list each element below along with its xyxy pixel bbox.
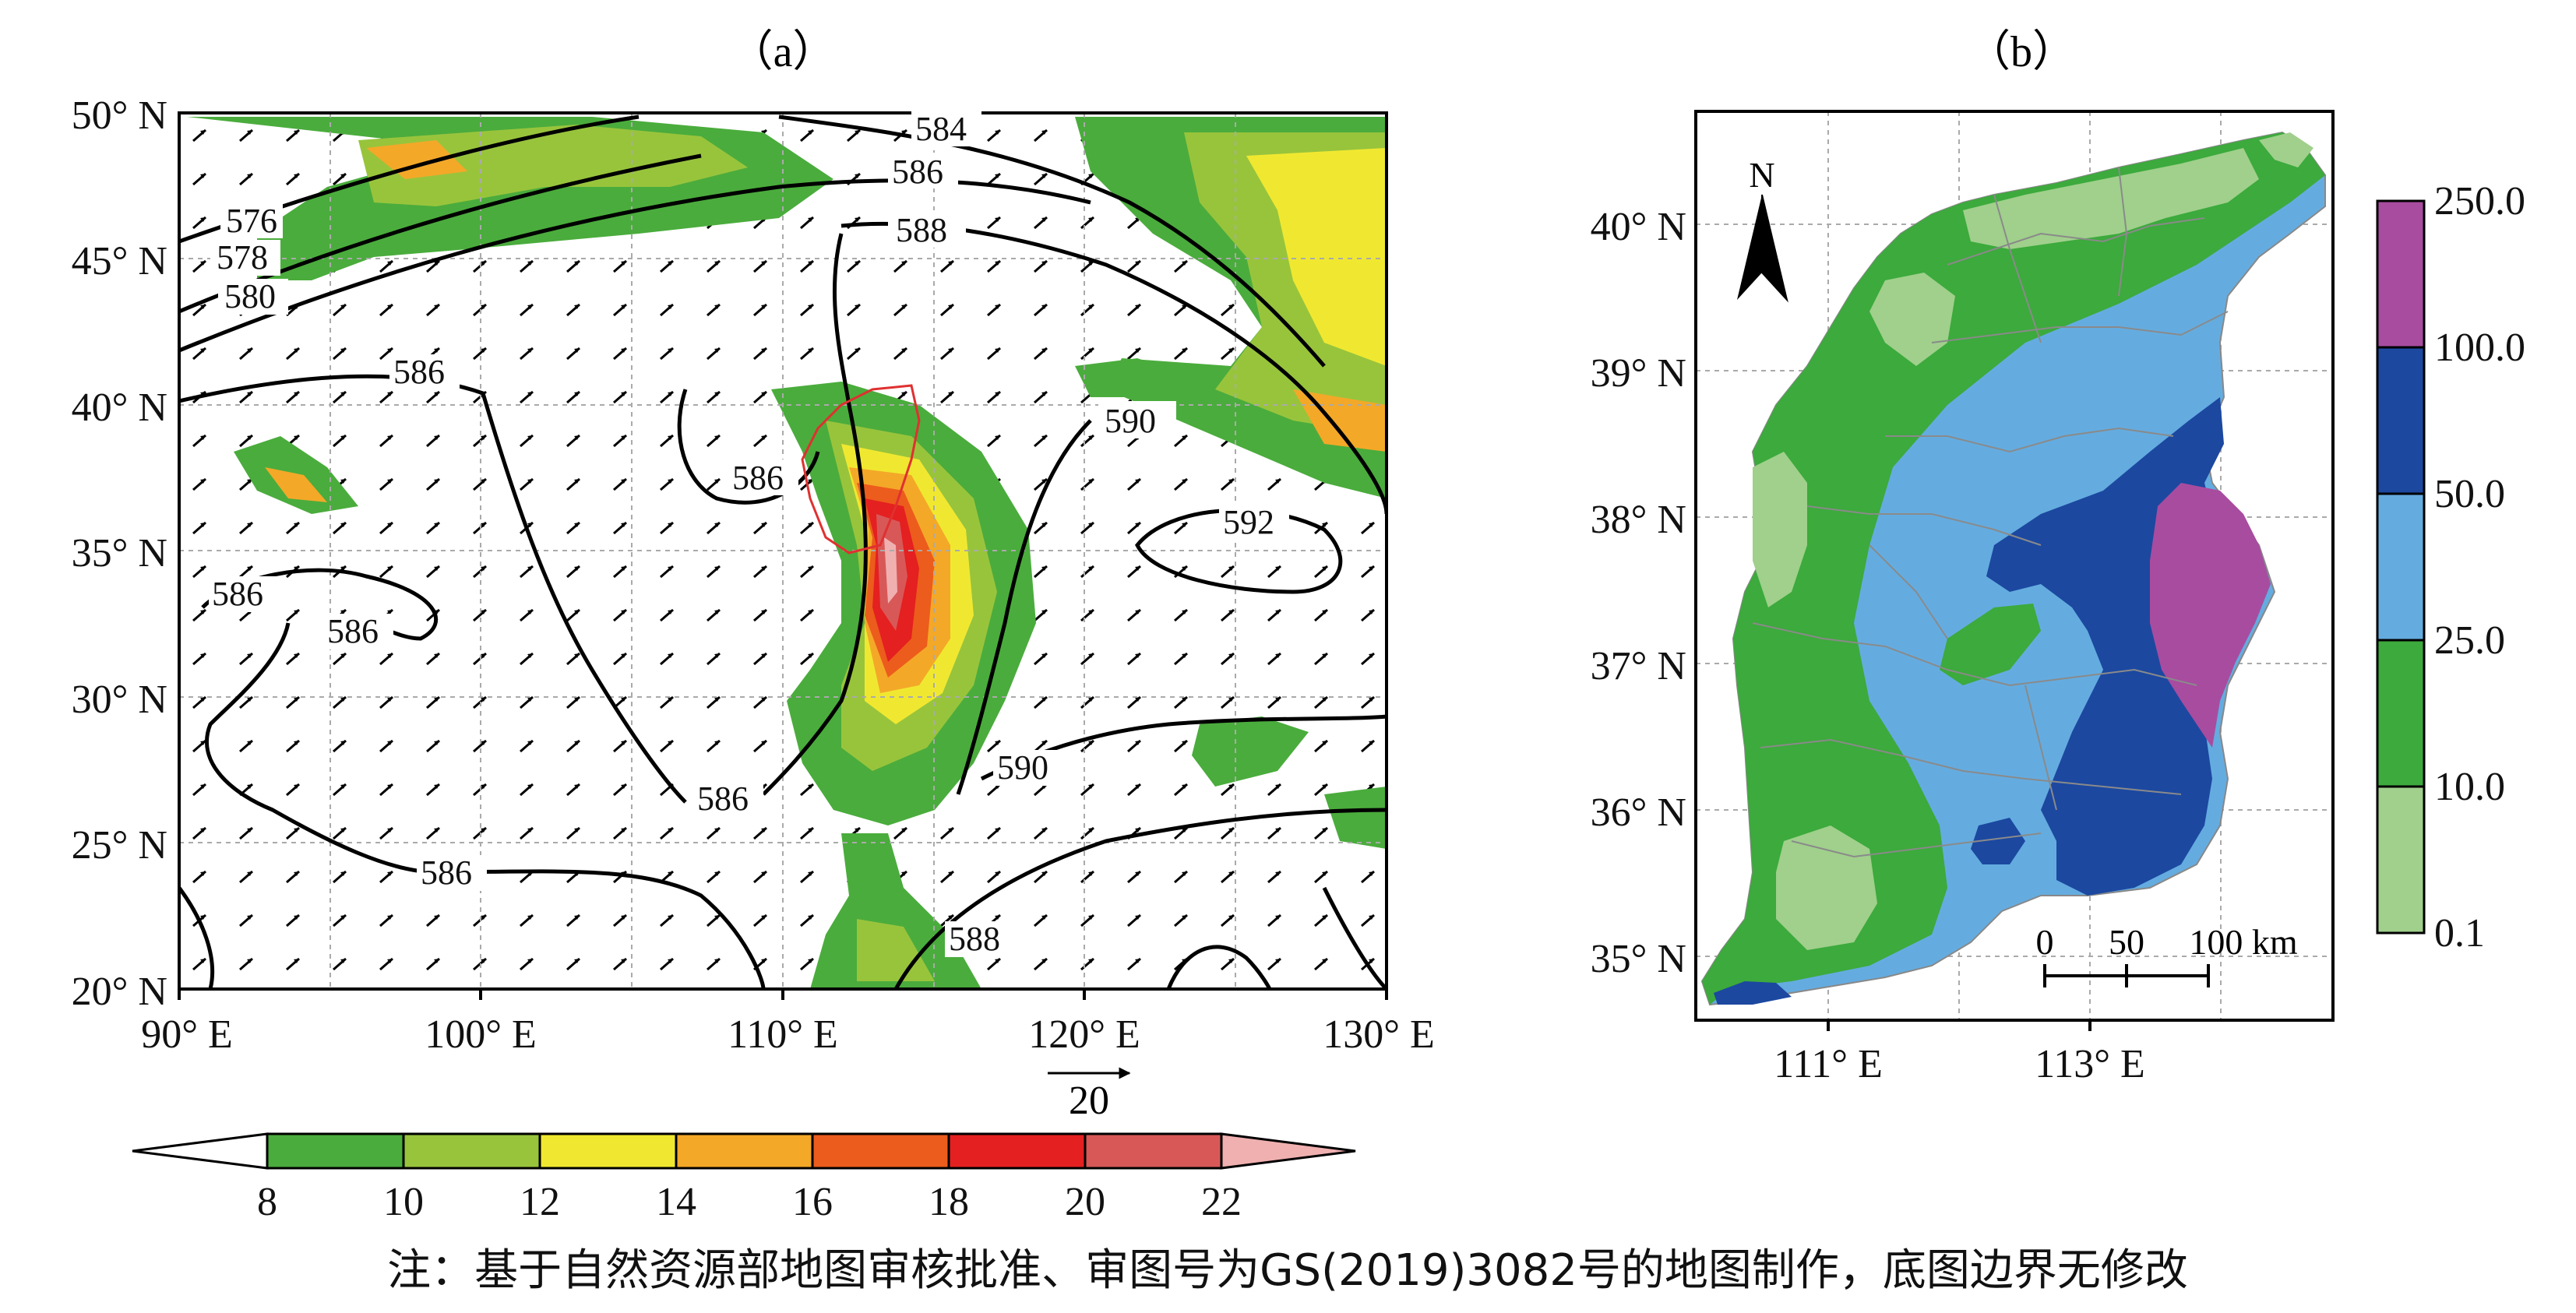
contour-label: 584 xyxy=(915,110,967,148)
y-tick-label: 30° N xyxy=(72,678,167,722)
shanxi-outline xyxy=(801,384,921,554)
colorbar-tick: 50.0 xyxy=(2434,472,2505,516)
contour-label: 586 xyxy=(892,153,943,191)
colorbar-tick: 8 xyxy=(257,1180,277,1224)
shaded-regions xyxy=(187,117,1387,989)
y-tick-label: 25° N xyxy=(72,823,167,868)
contour-label: 590 xyxy=(1105,402,1156,440)
contour-label: 578 xyxy=(217,238,268,276)
contour-label: 592 xyxy=(1223,503,1274,541)
panel-b-colorbar-ticks: 250.0 100.0 50.0 25.0 10.0 0.1 xyxy=(2434,179,2525,956)
scale-bar: 0 50 100 km xyxy=(2036,922,2298,987)
colorbar-tick: 100.0 xyxy=(2434,326,2525,370)
panel-b-frame xyxy=(1694,110,2335,1022)
y-tick-label: 36° N xyxy=(1591,790,1686,835)
y-tick-label: 39° N xyxy=(1591,351,1686,396)
scale-label: 50 xyxy=(2109,922,2144,962)
y-tick-label: 35° N xyxy=(72,531,167,576)
contour-label: 580 xyxy=(224,277,276,315)
north-arrow-label: N xyxy=(1749,155,1774,195)
y-tick-label: 45° N xyxy=(72,239,167,283)
north-arrow: N xyxy=(1737,155,1788,303)
contour-label: 588 xyxy=(896,211,947,249)
colorbar-tick: 250.0 xyxy=(2434,179,2525,224)
panel-b-label: （b） xyxy=(1967,28,2076,76)
panel-a-contour-labels: 576 578 580 584 586 588 586 586 590 592 … xyxy=(209,109,1289,958)
contour-label: 586 xyxy=(421,854,472,892)
colorbar-tick: 18 xyxy=(929,1180,969,1224)
reference-vector: 20 xyxy=(1048,1067,1131,1123)
scale-label: 0 xyxy=(2036,922,2054,962)
colorbar-tick: 25.0 xyxy=(2434,618,2505,663)
panel-a-colorbar xyxy=(132,1132,1356,1170)
panel-a-gridlines xyxy=(179,113,1387,989)
colorbar-tick: 14 xyxy=(656,1180,696,1224)
contour-label: 586 xyxy=(697,780,749,818)
panel-a-y-axis: 50° N 45° N 40° N 35° N 30° N 25° N 20° … xyxy=(72,93,167,1014)
y-tick-label: 50° N xyxy=(72,93,167,138)
y-tick-label: 38° N xyxy=(1591,498,1686,542)
panel-b-colorbar xyxy=(2376,199,2426,935)
precipitation-map xyxy=(1700,131,2326,1006)
y-tick-label: 40° N xyxy=(1591,205,1686,249)
panel-a-map xyxy=(179,113,1387,989)
contour-label: 588 xyxy=(949,920,1000,958)
contour-label: 576 xyxy=(226,202,277,240)
x-tick-label: 113° E xyxy=(2035,1042,2145,1086)
contour-label: 586 xyxy=(327,612,379,650)
scale-label: 100 km xyxy=(2189,922,2298,962)
panel-b-x-axis: 111° E 113° E xyxy=(1774,1042,2145,1086)
x-tick-label: 110° E xyxy=(728,1012,838,1057)
x-tick-label: 90° E xyxy=(141,1012,233,1057)
contour-label: 586 xyxy=(393,353,445,391)
colorbar-tick: 16 xyxy=(792,1180,833,1224)
x-tick-label: 120° E xyxy=(1028,1012,1140,1057)
colorbar-tick: 0.1 xyxy=(2434,911,2485,956)
x-tick-label: 111° E xyxy=(1774,1042,1883,1086)
y-tick-label: 40° N xyxy=(72,385,167,430)
x-tick-label: 130° E xyxy=(1323,1012,1435,1057)
contour-label: 590 xyxy=(997,748,1048,787)
colorbar-tick: 22 xyxy=(1201,1180,1242,1224)
map-approval-note: 注：基于自然资源部地图审核批准、审图号为GS(2019)3082号的地图制作，底… xyxy=(387,1245,2188,1296)
x-tick-label: 100° E xyxy=(425,1012,537,1057)
y-tick-label: 37° N xyxy=(1591,644,1686,688)
y-tick-label: 20° N xyxy=(72,970,167,1014)
panel-a-colorbar-ticks: 8 10 12 14 16 18 20 22 xyxy=(257,1180,1242,1224)
y-tick-label: 35° N xyxy=(1591,937,1686,981)
colorbar-tick: 10.0 xyxy=(2434,765,2505,809)
panel-a-ticks xyxy=(178,989,1388,1000)
colorbar-tick: 10 xyxy=(383,1180,424,1224)
panel-a-label: （a） xyxy=(730,28,837,76)
colorbar-tick: 12 xyxy=(520,1180,560,1224)
colorbar-tick: 20 xyxy=(1065,1180,1105,1224)
panel-a-x-axis: 90° E 100° E 110° E 120° E 130° E xyxy=(141,1012,1435,1057)
panel-b-y-axis: 40° N 39° N 38° N 37° N 36° N 35° N xyxy=(1591,205,1686,981)
contour-label: 586 xyxy=(732,459,784,497)
contour-label: 586 xyxy=(212,575,263,613)
panel-b-ticks xyxy=(1827,1020,2091,1031)
reference-vector-label: 20 xyxy=(1069,1079,1109,1123)
